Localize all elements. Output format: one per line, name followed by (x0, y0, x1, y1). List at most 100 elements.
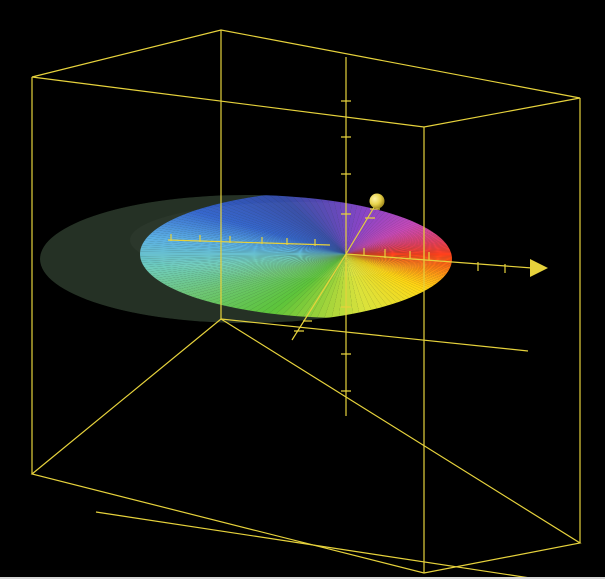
box-vertical-edges (31, 30, 581, 573)
color-wheel-segment (346, 254, 452, 263)
color-wheel-segment (268, 254, 346, 315)
color-wheel-segment (346, 232, 452, 254)
color-wheel-segment (346, 227, 452, 254)
color-wheel-segment (346, 254, 424, 315)
color-wheel-segment (141, 254, 346, 263)
bottom-edge (0, 577, 605, 579)
color-wheel-segment (219, 254, 346, 306)
color-wheel-segment (346, 209, 452, 254)
color-wheel-segment (143, 254, 346, 268)
color-wheel-segment (346, 220, 452, 254)
color-wheel-segment (346, 236, 452, 254)
color-wheel-segment (255, 254, 346, 313)
arrowhead-icon[interactable] (530, 259, 548, 277)
color-wheel-segment (346, 214, 452, 254)
vertical-axis-ticks (341, 100, 351, 392)
color-wheel-segment (142, 242, 346, 254)
color-wheel-segment (183, 254, 346, 296)
color-wheel-segment (275, 195, 346, 254)
color-wheel-segment (236, 198, 346, 254)
color-wheel-segment (346, 230, 452, 254)
color-wheel-segment (140, 247, 346, 254)
color-wheel-segment (146, 254, 346, 272)
color-wheel-segment (346, 254, 375, 318)
color-wheel-segment (155, 254, 346, 281)
color-wheel-segment (197, 254, 346, 301)
color-wheel-segment (346, 254, 452, 259)
box-top-face (31, 29, 581, 128)
color-wheel-segment (346, 254, 452, 302)
color-wheel-segment (230, 199, 346, 254)
color-wheel-segment (346, 254, 452, 274)
color-wheel-segment (164, 222, 346, 254)
color-wheel-segment (346, 222, 452, 254)
color-wheel-segment (346, 218, 452, 254)
color-wheel-segment (346, 254, 452, 266)
color-wheel-segment (140, 254, 346, 261)
handles (369, 193, 548, 277)
color-wheel-segment (255, 195, 346, 254)
color-wheel-segment (192, 254, 346, 299)
color-wheel-segment (219, 202, 346, 254)
color-wheel-segment (346, 254, 403, 317)
color-wheel-segment (202, 254, 346, 302)
color-wheel-segment (346, 254, 452, 292)
color-wheel-segment (346, 245, 452, 254)
color-wheel-segment (346, 211, 452, 254)
sphere-handle-icon[interactable] (369, 193, 385, 209)
color-wheel-segment (346, 212, 452, 254)
color-wheel-segment (346, 254, 452, 281)
color-wheel-segment (303, 254, 346, 318)
color-wheel-segment (157, 254, 346, 283)
color-wheel-segment (346, 251, 452, 254)
color-wheel-segment (346, 242, 452, 254)
color-wheel-segment (346, 238, 452, 254)
box-midline (220, 318, 529, 352)
color-wheel-segment (141, 245, 346, 254)
color-wheel-segment (208, 204, 346, 254)
color-wheel-segment (346, 249, 452, 254)
color-wheel-segment (317, 254, 346, 318)
color-wheel-segment (346, 254, 452, 272)
color-wheel-segment (202, 206, 346, 254)
color-wheel-segment (262, 195, 346, 254)
color-wheel-segment (289, 254, 346, 317)
color-wheel-segment (346, 254, 452, 278)
color-wheel-segment (346, 206, 452, 254)
color-wheel-segment (175, 254, 346, 292)
color-wheel-segment (303, 195, 346, 254)
color-wheel-segment (155, 227, 346, 254)
color-wheel-segment (346, 254, 452, 299)
color-wheel-segment (346, 254, 389, 318)
color-wheel-segment (346, 254, 361, 318)
right-axis-ticks (363, 248, 506, 273)
depth-axis-ticks (294, 208, 380, 332)
color-wheel-segment (144, 254, 346, 270)
color-wheel-segment (140, 254, 346, 257)
color-wheel-segment (331, 195, 346, 254)
color-wheel-segment (346, 254, 452, 294)
upper-depth-axis (345, 203, 377, 255)
color-wheel-segment (346, 254, 452, 285)
color-wheel-segment (289, 195, 346, 254)
color-wheel-segment (346, 254, 452, 288)
color-wheel-segment (224, 200, 346, 254)
color-wheel-segment (346, 254, 368, 318)
color-wheel-segment (167, 254, 346, 288)
color-wheel-segment (157, 225, 346, 254)
color-wheel-segment (142, 254, 346, 266)
color-wheel-segment (224, 254, 346, 308)
color-wheel-segment (346, 207, 452, 254)
color-wheel-segment (331, 254, 346, 318)
color-wheel-segment (147, 234, 346, 254)
color-wheel-segment (243, 254, 346, 311)
color-wheel-segment (346, 216, 452, 254)
color-wheel-segment (346, 254, 452, 283)
color-wheel-segment (213, 254, 346, 305)
color-wheel-segment (197, 207, 346, 254)
color-wheel-segment (147, 254, 346, 274)
color-wheel-disc[interactable] (140, 190, 552, 318)
color-wheel-segment (164, 254, 346, 286)
